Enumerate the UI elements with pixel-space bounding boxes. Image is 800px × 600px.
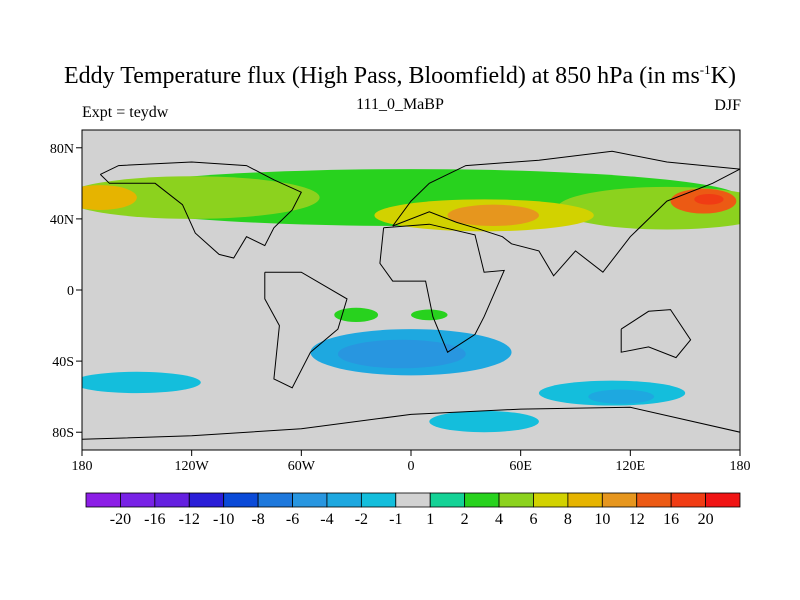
nh-atlantic-band	[82, 176, 320, 219]
colorbar-swatch	[636, 492, 672, 508]
x-tick-label: 120W	[175, 459, 210, 474]
colorbar-swatch	[670, 492, 706, 508]
colorbar-swatch	[498, 492, 534, 508]
colorbar-label: -16	[144, 511, 165, 528]
colorbar-swatch	[464, 492, 500, 508]
colorbar-swatch	[223, 492, 259, 508]
sh-south-america-core	[337, 339, 466, 369]
colorbar-swatch	[292, 492, 328, 508]
colorbar-label: -4	[320, 511, 333, 528]
x-tick-label: 60E	[509, 459, 532, 474]
colorbar-label: 8	[564, 511, 572, 528]
contour-fill-layer	[82, 169, 740, 433]
nh-pacific-band	[557, 186, 740, 230]
colorbar-swatch	[567, 492, 603, 508]
sh-atlantic-band	[82, 371, 201, 394]
y-tick-label: 40N	[50, 213, 74, 228]
nh-pacific-peak	[694, 194, 724, 205]
colorbar-label: -6	[286, 511, 299, 528]
colorbar-label: 6	[529, 511, 537, 528]
colorbar-label: 4	[495, 511, 503, 528]
x-tick-label: 0	[408, 459, 415, 474]
antarctica-outline	[82, 406, 740, 440]
y-tick-label: 80N	[50, 142, 74, 157]
colorbar-swatch	[154, 492, 190, 508]
colorbar-swatch	[601, 492, 638, 508]
colorbar-label: 2	[461, 511, 469, 528]
eurasia-outline	[392, 150, 740, 277]
colorbar-swatch	[85, 492, 121, 508]
y-tick-label: 0	[67, 284, 74, 299]
colorbar: -20 -16 -12 -10 -8 -6 -4 -2 -1 1 2 4 6 8 10 12 16 20	[85, 492, 741, 528]
colorbar-label: -10	[213, 511, 234, 528]
colorbar-label: 1	[426, 511, 434, 528]
colorbar-swatch	[188, 492, 225, 508]
colorbar-swatch	[533, 492, 569, 508]
colorbar-label: -2	[355, 511, 368, 528]
colorbar-label: 12	[629, 511, 645, 528]
x-tick-label: 120E	[616, 459, 646, 474]
plot-subtitle: 111_0_MaBP	[356, 96, 444, 113]
coastline-layer	[82, 150, 740, 440]
sh-indian-core	[588, 389, 655, 404]
nh-atlantic-core	[82, 185, 137, 210]
south-america-outline	[264, 271, 348, 389]
plot-title: Eddy Temperature flux (High Pass, Bloomf…	[64, 62, 736, 89]
y-tick-label: 80S	[52, 426, 74, 441]
colorbar-label: -8	[251, 511, 264, 528]
sh-positive-patch	[334, 307, 379, 322]
colorbar-label: -1	[389, 511, 402, 528]
australia-outline	[620, 309, 692, 359]
axis-layer: 180 120W 60W 0 60E 120E 180 80N 40N 0 40S 80S	[50, 142, 751, 474]
colorbar-label: 10	[594, 511, 610, 528]
x-tick-label: 180	[72, 459, 93, 474]
x-tick-label: 60W	[288, 459, 316, 474]
north-america-outline	[99, 161, 302, 259]
colorbar-swatch	[326, 492, 362, 508]
sh-pacific-band	[429, 410, 539, 433]
colorbar-swatch	[360, 492, 397, 508]
colorbar-label: 20	[698, 511, 714, 528]
experiment-label: Expt = teydw	[82, 104, 169, 121]
africa-outline	[379, 223, 505, 353]
colorbar-swatch	[705, 492, 741, 508]
colorbar-swatch	[120, 492, 156, 508]
x-tick-label: 180	[730, 459, 751, 474]
colorbar-label: -12	[179, 511, 200, 528]
colorbar-label: -20	[110, 511, 131, 528]
colorbar-swatch	[395, 492, 431, 508]
nh-asia-core	[447, 204, 539, 226]
y-tick-label: 40S	[52, 355, 74, 370]
sh-positive-patch-2	[411, 309, 448, 321]
colorbar-label: 16	[663, 511, 679, 528]
colorbar-swatch	[429, 492, 466, 508]
season-label: DJF	[714, 97, 741, 114]
colorbar-swatch	[257, 492, 293, 508]
